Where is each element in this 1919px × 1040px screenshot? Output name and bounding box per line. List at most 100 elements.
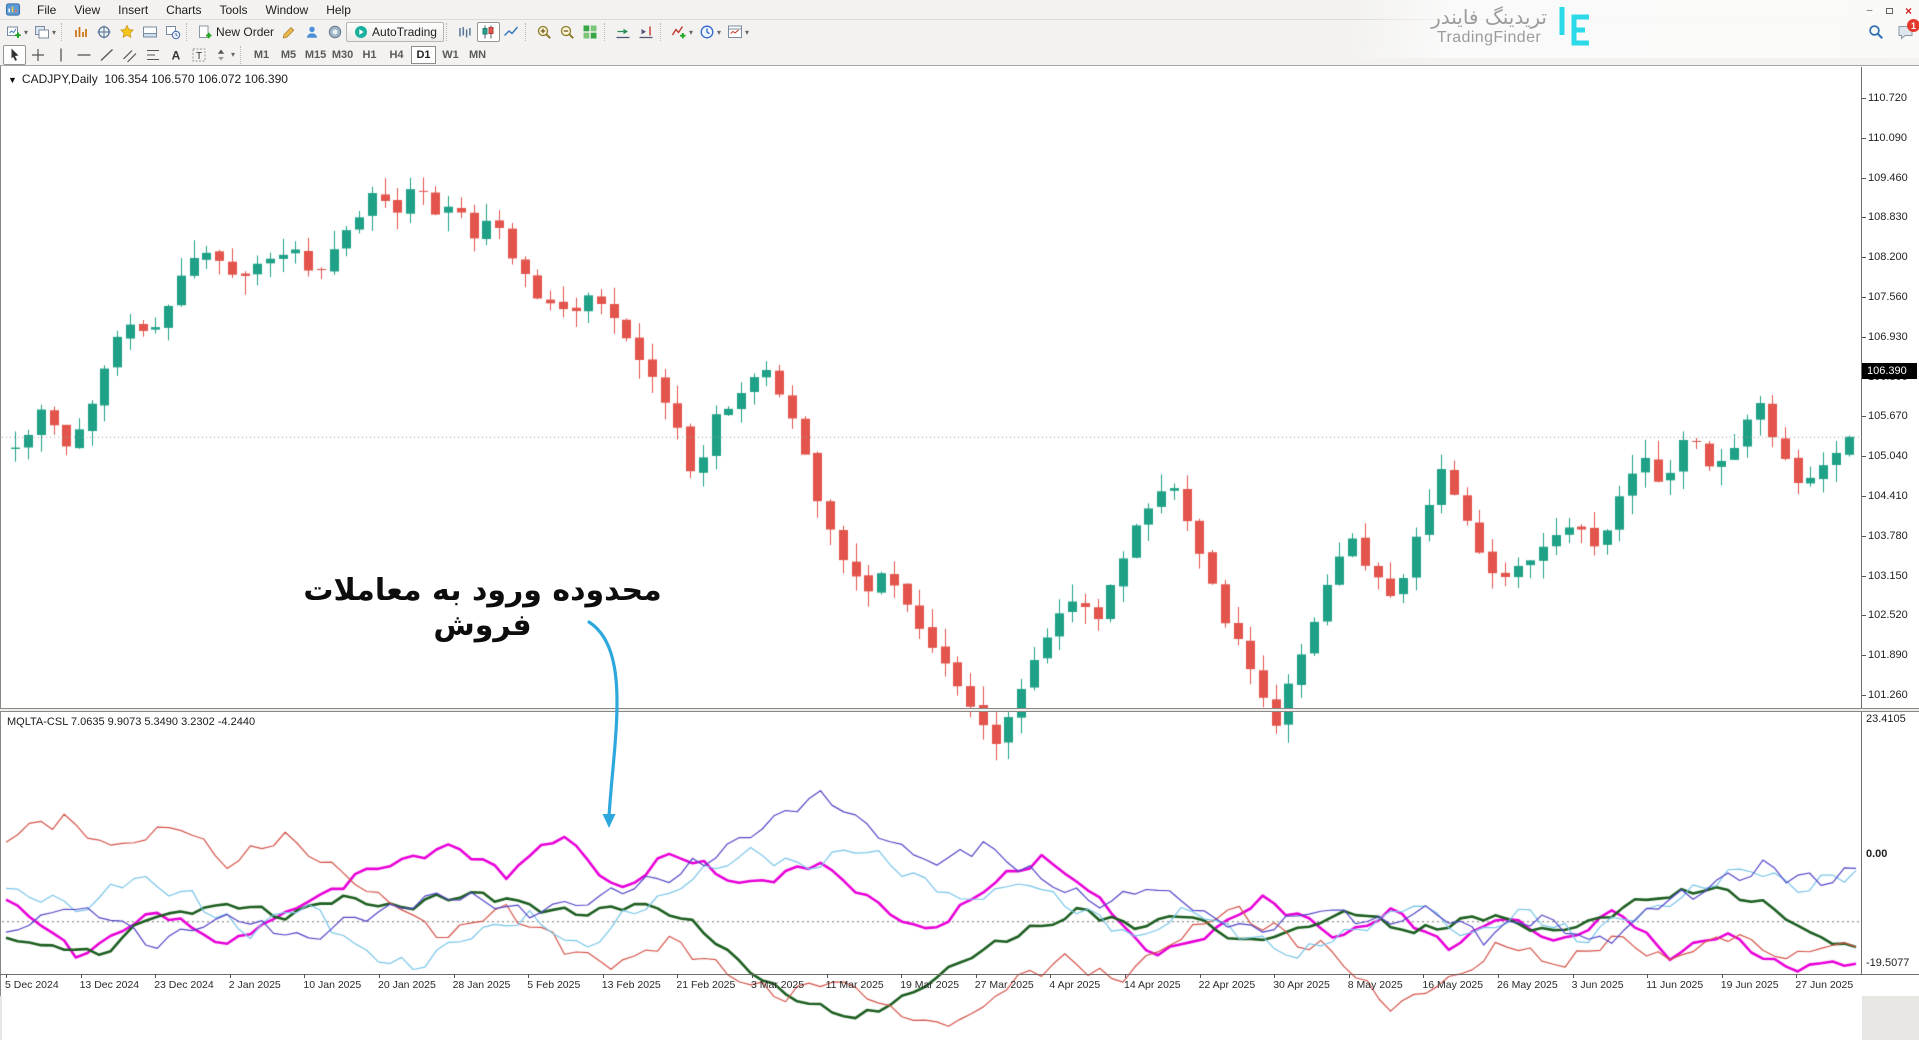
date-axis-label: 5 Feb 2025 (527, 974, 581, 991)
sounds-button[interactable] (323, 22, 346, 42)
navigator-button[interactable] (115, 22, 138, 42)
new-order-button[interactable]: New Order (194, 22, 277, 42)
timeframe-m30[interactable]: M30 (331, 48, 354, 61)
date-axis-label: 22 Apr 2025 (1198, 974, 1256, 991)
price-axis-label: 110.720 (1862, 92, 1907, 104)
autotrading-icon (353, 24, 369, 40)
main-chart-canvas[interactable] (2, 133, 1862, 774)
metaeditor-button[interactable] (277, 22, 300, 42)
price-axis-label: 106.930 (1862, 330, 1908, 343)
date-axis-label: 21 Feb 2025 (676, 974, 736, 991)
menu-item-window[interactable]: Window (265, 2, 309, 17)
autotrading-button[interactable]: AutoTrading (346, 22, 444, 42)
annotation-arrow (587, 620, 619, 828)
candle-mode-button[interactable] (476, 22, 500, 42)
strategy-tester-button[interactable] (161, 22, 184, 42)
cursor-icon (7, 47, 23, 63)
tradingfinder-logo-icon (1559, 7, 1589, 46)
timeframe-m15[interactable]: M15 (304, 48, 327, 61)
line-mode-button[interactable] (500, 22, 523, 42)
indicator-label[interactable]: MQLTA-CSL 7.0635 9.9073 5.3490 3.2302 -4… (7, 716, 256, 728)
text-label-button[interactable]: T (187, 45, 210, 65)
bar-chart-mode-button[interactable] (454, 22, 477, 42)
zoom-out-button[interactable] (556, 22, 579, 42)
timeframe-d1[interactable]: D1 (411, 45, 437, 64)
date-axis-label: 3 Jun 2025 (1571, 974, 1624, 991)
chat-icon-wrapper[interactable]: 1 (1897, 19, 1919, 45)
indicators-icon (671, 24, 687, 40)
zoom-in-button[interactable] (533, 22, 556, 42)
indicators-button[interactable]: ▾ (668, 22, 696, 42)
menu-item-insert[interactable]: Insert (118, 2, 149, 17)
timeframe-h4[interactable]: H4 (389, 48, 404, 61)
toolbar-separator (659, 23, 665, 41)
price-axis-label: 110.090 (1862, 131, 1907, 144)
templates-button[interactable]: ▾ (724, 22, 752, 42)
chart-symbol-header[interactable]: ▼ CADJPY,Daily 106.354 106.570 106.072 10… (8, 72, 288, 86)
timeframe-w1[interactable]: W1 (442, 48, 459, 61)
vertical-line-icon (53, 47, 69, 63)
profiles-dropdown-icon[interactable]: ▾ (52, 27, 57, 37)
timeframe-h1[interactable]: H1 (362, 48, 377, 61)
periods-dropdown-icon[interactable]: ▾ (717, 27, 722, 37)
minimize-button[interactable]: – (1866, 5, 1873, 16)
price-axis-label: 104.410 (1862, 490, 1908, 502)
price-axis-label: 103.150 (1862, 569, 1908, 582)
vertical-line-button[interactable] (49, 45, 72, 65)
data-window-button[interactable] (92, 22, 115, 42)
new-chart-button[interactable]: ▾ (3, 22, 31, 42)
auto-scroll-button[interactable] (612, 22, 635, 42)
menu-item-view[interactable]: View (74, 2, 101, 17)
zoom-in-icon (536, 24, 552, 40)
indicators-dropdown-icon[interactable]: ▾ (688, 27, 693, 37)
new-chart-dropdown-icon[interactable]: ▾ (24, 27, 29, 37)
profiles-icon (34, 24, 50, 40)
timeframe-m5[interactable]: M5 (280, 48, 297, 61)
price-axis-label: 105.670 (1862, 410, 1908, 423)
trendline-icon (99, 47, 115, 63)
timeframe-mn[interactable]: MN (468, 48, 487, 61)
auto-scroll-icon (615, 24, 631, 40)
fibonacci-button[interactable] (141, 45, 164, 65)
restore-button[interactable] (1882, 4, 1897, 17)
toolbar-separator (240, 45, 245, 64)
tile-windows-button[interactable] (579, 22, 602, 42)
text-label-icon: T (191, 47, 207, 63)
current-price-tag: 106.390 (1862, 363, 1917, 379)
navigator-icon (119, 24, 135, 40)
sell-entry-annotation: محدوده ورود به معاملات فروش (303, 573, 662, 643)
indicator-canvas[interactable] (2, 778, 1862, 1040)
menu-item-file[interactable]: File (37, 2, 57, 17)
app-logo-icon (5, 3, 21, 16)
toolbox-button[interactable] (138, 22, 161, 42)
arrows-button[interactable]: ▾ (210, 45, 238, 65)
collapse-triangle-icon[interactable]: ▼ (8, 75, 17, 85)
date-axis-label: 13 Feb 2025 (601, 974, 661, 991)
periods-button[interactable]: ▾ (696, 22, 724, 42)
fibonacci-icon (145, 47, 161, 63)
menu-item-charts[interactable]: Charts (166, 2, 202, 17)
horizontal-line-button[interactable] (72, 45, 95, 65)
chart-shift-button[interactable] (635, 22, 658, 42)
menu-item-tools[interactable]: Tools (219, 2, 248, 17)
equidistant-channel-button[interactable] (118, 45, 141, 65)
crosshair-icon (30, 47, 46, 63)
arrows-dropdown-icon[interactable]: ▾ (231, 50, 236, 59)
templates-dropdown-icon[interactable]: ▾ (745, 27, 750, 37)
search-icon[interactable] (1868, 24, 1884, 40)
timeframe-m1[interactable]: M1 (253, 48, 270, 61)
market-watch-button[interactable] (69, 22, 92, 42)
strategy-tester-icon (165, 24, 181, 40)
pane-divider[interactable] (0, 708, 1919, 712)
symbol-label: CADJPY,Daily (21, 72, 98, 86)
community-button[interactable] (300, 22, 323, 42)
price-axis-label: 102.520 (1862, 609, 1908, 622)
crosshair-button[interactable] (26, 45, 49, 65)
trendline-button[interactable] (95, 45, 118, 65)
date-axis-label: 14 Apr 2025 (1124, 974, 1181, 991)
menu-item-help[interactable]: Help (326, 2, 351, 17)
cursor-button[interactable] (3, 44, 26, 65)
text-button[interactable]: A (164, 45, 187, 65)
profiles-button[interactable]: ▾ (31, 22, 59, 42)
close-button[interactable]: × (1904, 3, 1912, 18)
